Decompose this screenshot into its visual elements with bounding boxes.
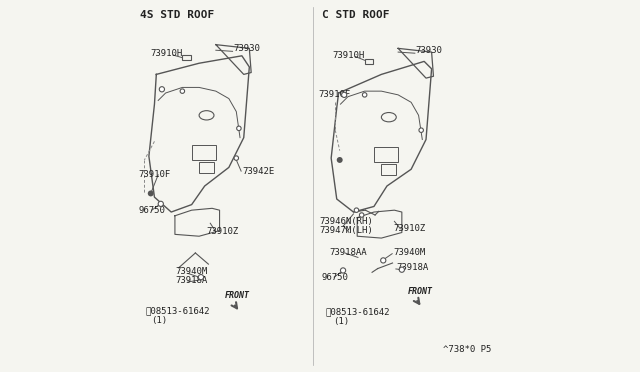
Text: Ⓜ08513-61642: Ⓜ08513-61642 (326, 307, 390, 316)
Text: Ⓜ08513-61642: Ⓜ08513-61642 (145, 306, 210, 315)
Circle shape (362, 93, 367, 97)
Text: 73947M(LH): 73947M(LH) (319, 226, 373, 235)
Text: C STD ROOF: C STD ROOF (322, 10, 389, 20)
Bar (381, 164, 396, 175)
Text: 73930: 73930 (234, 44, 260, 53)
Text: 96750: 96750 (322, 273, 349, 282)
Bar (191, 145, 216, 160)
Circle shape (198, 275, 204, 280)
Text: 73940M: 73940M (393, 248, 425, 257)
Text: 73918A: 73918A (175, 276, 207, 285)
Text: 73910H: 73910H (150, 49, 182, 58)
Text: 73940M: 73940M (175, 267, 207, 276)
Text: 73910F: 73910F (318, 90, 350, 99)
Bar (365, 59, 373, 64)
Text: 73918A: 73918A (397, 263, 429, 272)
Text: (1): (1) (151, 316, 167, 325)
Ellipse shape (381, 112, 396, 122)
Bar (374, 147, 398, 162)
Circle shape (148, 190, 154, 196)
Text: 73946N(RH): 73946N(RH) (319, 217, 373, 226)
Circle shape (237, 126, 241, 131)
Circle shape (381, 258, 386, 263)
Circle shape (342, 92, 347, 97)
Text: 4S STD ROOF: 4S STD ROOF (140, 10, 214, 20)
Text: 73942E: 73942E (242, 167, 274, 176)
Ellipse shape (199, 111, 214, 120)
Text: (1): (1) (333, 317, 349, 326)
Bar (199, 162, 214, 173)
Circle shape (399, 267, 404, 272)
Circle shape (354, 208, 358, 212)
Text: 73910H: 73910H (332, 51, 365, 60)
Circle shape (159, 87, 164, 92)
Text: ^738*0 P5: ^738*0 P5 (443, 345, 491, 354)
Text: 73910Z: 73910Z (207, 227, 239, 236)
Text: 73930: 73930 (415, 46, 442, 55)
Bar (182, 55, 191, 60)
Text: 73910Z: 73910Z (394, 224, 426, 233)
Circle shape (234, 156, 239, 160)
Circle shape (360, 213, 364, 217)
Circle shape (419, 128, 424, 132)
Text: 73910F: 73910F (139, 170, 171, 179)
Circle shape (158, 201, 163, 206)
Circle shape (340, 268, 346, 273)
Text: FRONT: FRONT (225, 291, 250, 300)
Circle shape (337, 157, 342, 163)
Text: 96750: 96750 (139, 206, 166, 215)
Text: FRONT: FRONT (408, 287, 433, 296)
Text: 73918AA: 73918AA (330, 248, 367, 257)
Circle shape (180, 89, 184, 93)
